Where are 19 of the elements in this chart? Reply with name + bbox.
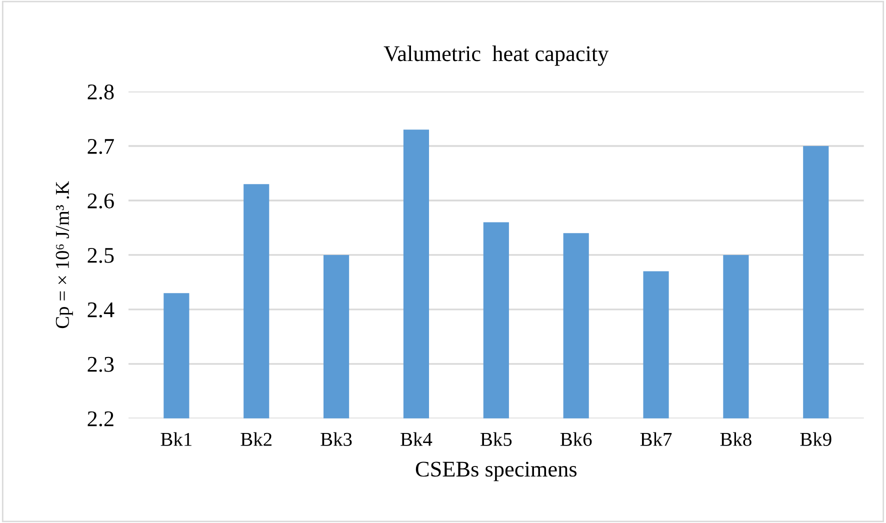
x-tick-label: Bk5 [480,432,512,446]
y-tick-label: 2.2 [88,411,114,426]
y-tick-label: 2.8 [88,84,114,100]
x-tick-label: Bk9 [800,432,832,446]
y-tick-label: 2.3 [88,356,114,372]
y-tick-label: 2.4 [88,302,114,318]
x-tick-label: Bk8 [720,432,752,446]
y-tick-label: 2.6 [88,193,114,209]
x-tick-label: Bk6 [560,432,592,446]
x-tick-label: Bk1 [160,432,192,446]
x-tick-label: Bk4 [400,432,432,446]
y-tick-label: 2.7 [88,139,114,154]
x-tick-label: Bk3 [320,432,352,446]
x-axis-title: CSEBs specimens [416,462,577,482]
y-axis-title: Cp = × 10⁶ J/m³ .K [56,181,73,328]
y-tick-label: 2.5 [88,248,114,263]
x-tick-label: Bk7 [640,432,672,446]
x-tick-label: Bk2 [240,432,272,446]
chart-title: Valumetric heat capacity [384,46,609,66]
